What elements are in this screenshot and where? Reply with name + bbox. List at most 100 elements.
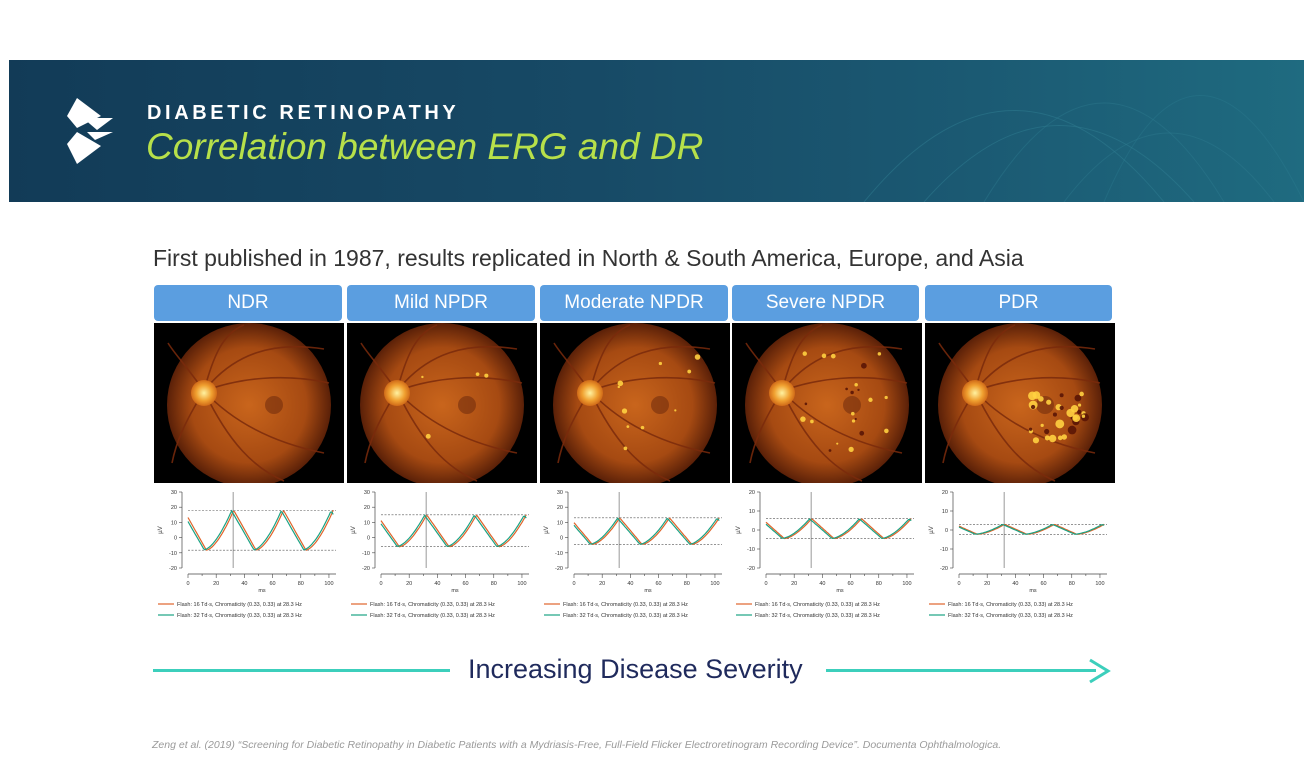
x-tick-label: 40 xyxy=(241,581,247,587)
y-axis-label: µV xyxy=(351,526,357,533)
x-tick-label: 100 xyxy=(902,581,911,587)
y-tick-label: 0 xyxy=(174,536,177,542)
fundus-image-mild-npdr xyxy=(347,323,537,483)
y-tick-label: -10 xyxy=(362,551,370,557)
retinal-lesion xyxy=(687,369,692,374)
retinal-lesion xyxy=(804,402,808,406)
y-tick-label: -20 xyxy=(747,566,755,572)
retinal-vessel xyxy=(589,345,711,392)
optic-disc xyxy=(384,380,410,406)
section-kicker: DIABETIC RETINOPATHY xyxy=(147,102,460,124)
x-axis-label: ms xyxy=(258,588,266,594)
retinal-lesion xyxy=(850,411,855,416)
retinal-lesion xyxy=(1048,434,1057,443)
x-tick-label: 20 xyxy=(984,581,990,587)
macula xyxy=(458,396,476,414)
retinal-lesion xyxy=(1030,404,1036,410)
y-tick-label: 10 xyxy=(364,520,370,526)
y-tick-label: 20 xyxy=(171,505,177,511)
x-tick-label: 20 xyxy=(213,581,219,587)
retinal-lesion xyxy=(1077,409,1082,415)
retinal-lesion xyxy=(617,385,621,389)
retinal-lesion xyxy=(1081,414,1086,418)
y-tick-label: 10 xyxy=(749,509,755,515)
retinal-lesion xyxy=(1055,419,1065,429)
retinal-lesion xyxy=(857,388,860,392)
optic-disc xyxy=(191,380,217,406)
erg-trace-16td xyxy=(380,514,527,548)
retinal-lesion xyxy=(845,387,848,391)
x-tick-label: 40 xyxy=(434,581,440,587)
retinal-lesion xyxy=(1061,434,1067,440)
y-tick-label: -10 xyxy=(747,547,755,553)
optic-disc xyxy=(577,380,603,406)
erg-trace-16td xyxy=(187,509,334,551)
retinal-lesion xyxy=(617,380,624,387)
x-tick-label: 0 xyxy=(957,581,960,587)
retinal-lesion xyxy=(802,351,807,356)
x-axis-label: ms xyxy=(836,588,844,594)
x-tick-label: 100 xyxy=(1095,581,1104,587)
retinal-lesion xyxy=(1066,408,1075,418)
x-tick-label: 0 xyxy=(186,581,189,587)
legend-label: Flash: 32 Td·s, Chromaticity (0.33, 0.33… xyxy=(563,613,688,619)
severity-arrow-left-line xyxy=(153,669,450,672)
stage-label-pdr: PDR xyxy=(925,285,1112,321)
fundus-image-pdr xyxy=(925,323,1115,483)
retinal-vessel xyxy=(203,324,245,392)
y-axis-label: µV xyxy=(158,526,164,533)
y-tick-label: 0 xyxy=(560,536,563,542)
retinal-vessel xyxy=(589,376,716,392)
retinal-lesion xyxy=(1038,396,1044,402)
retinal-lesion xyxy=(626,425,630,428)
retinal-lesion xyxy=(828,449,832,452)
retinal-lesion xyxy=(623,446,628,451)
y-axis-label: µV xyxy=(929,526,935,533)
retinal-lesion xyxy=(1059,405,1064,410)
erg-trace-32td xyxy=(958,523,1105,535)
retinal-vessel xyxy=(396,345,518,392)
x-tick-label: 0 xyxy=(379,581,382,587)
header-banner: DIABETIC RETINOPATHY Correlation between… xyxy=(9,60,1304,202)
retinal-vessel xyxy=(203,390,325,454)
retina-disc xyxy=(360,323,524,483)
retinal-lesion xyxy=(1046,399,1052,405)
x-tick-label: 20 xyxy=(406,581,412,587)
severity-label: Increasing Disease Severity xyxy=(468,654,803,684)
retina-disc xyxy=(938,323,1102,483)
slide-subtitle: First published in 1987, results replica… xyxy=(153,245,1024,271)
legend-label: Flash: 16 Td·s, Chromaticity (0.33, 0.33… xyxy=(948,602,1073,608)
retinal-lesion xyxy=(1080,413,1089,422)
x-tick-label: 100 xyxy=(324,581,333,587)
x-tick-label: 40 xyxy=(627,581,633,587)
retinal-lesion xyxy=(484,373,489,378)
y-tick-label: -10 xyxy=(940,547,948,553)
retinal-lesion xyxy=(1067,425,1077,435)
retinal-lesion xyxy=(1077,403,1082,407)
y-tick-label: 10 xyxy=(171,520,177,526)
x-tick-label: 80 xyxy=(1069,581,1075,587)
y-tick-label: 10 xyxy=(942,509,948,515)
y-tick-label: -20 xyxy=(169,566,177,572)
retinal-vessel xyxy=(396,390,478,482)
retinal-lesion xyxy=(1044,428,1050,435)
retinal-lesion xyxy=(848,446,854,453)
macula xyxy=(651,396,669,414)
stage-label-mild-npdr: Mild NPDR xyxy=(347,285,535,321)
retinal-lesion xyxy=(868,397,873,403)
retinal-lesion xyxy=(1040,423,1044,428)
retina-disc xyxy=(745,323,909,483)
erg-trace-32td xyxy=(380,514,527,548)
legend-label: Flash: 32 Td·s, Chromaticity (0.33, 0.33… xyxy=(177,613,302,619)
x-axis-label: ms xyxy=(644,588,652,594)
x-tick-label: 60 xyxy=(848,581,854,587)
erg-trace-16td xyxy=(765,518,912,540)
erg-trace-16td xyxy=(573,517,720,546)
x-tick-label: 60 xyxy=(270,581,276,587)
optic-disc xyxy=(769,380,795,406)
retinal-lesion xyxy=(810,419,814,424)
retinal-vessel xyxy=(974,390,1056,482)
legend-label: Flash: 32 Td·s, Chromaticity (0.33, 0.33… xyxy=(948,613,1073,619)
y-tick-label: 30 xyxy=(557,490,563,496)
